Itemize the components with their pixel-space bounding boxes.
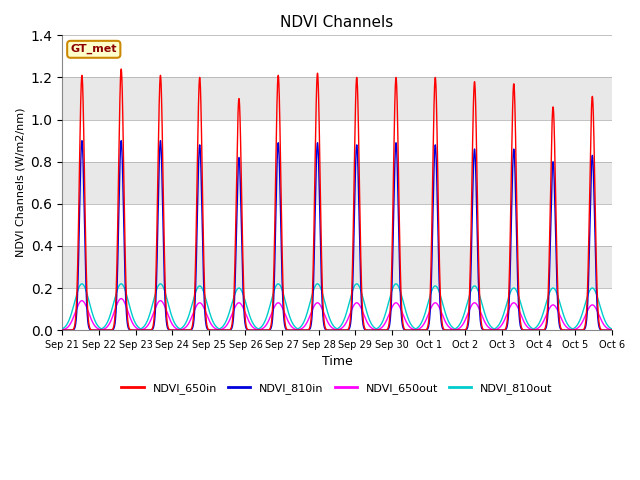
- NDVI_650out: [58, 327, 66, 333]
- NDVI_810in: [349, 273, 357, 278]
- NDVI_650out: [117, 296, 125, 301]
- NDVI_810in: [157, 138, 164, 144]
- NDVI_810in: [76, 200, 84, 206]
- NDVI_810out: [535, 321, 543, 327]
- NDVI_650out: [191, 308, 198, 313]
- NDVI_810out: [608, 326, 616, 332]
- Bar: [62, 162, 612, 204]
- NDVI_650in: [58, 327, 66, 333]
- NDVI_650out: [535, 325, 543, 331]
- Bar: [62, 246, 612, 288]
- NDVI_810out: [76, 283, 84, 288]
- NDVI_650in: [569, 327, 577, 333]
- NDVI_650in: [535, 327, 543, 333]
- Text: GT_met: GT_met: [70, 44, 117, 54]
- Bar: [62, 288, 612, 330]
- NDVI_650out: [76, 300, 84, 305]
- NDVI_810out: [191, 294, 198, 300]
- NDVI_650out: [349, 304, 357, 310]
- NDVI_810in: [118, 154, 126, 160]
- NDVI_810in: [191, 313, 198, 319]
- Line: NDVI_810out: NDVI_810out: [62, 284, 612, 329]
- NDVI_650out: [608, 327, 616, 333]
- Legend: NDVI_650in, NDVI_810in, NDVI_650out, NDVI_810out: NDVI_650in, NDVI_810in, NDVI_650out, NDV…: [117, 379, 557, 398]
- NDVI_810out: [58, 326, 66, 332]
- NDVI_650in: [179, 327, 187, 333]
- Line: NDVI_650in: NDVI_650in: [62, 69, 612, 330]
- NDVI_650in: [191, 300, 198, 306]
- NDVI_810out: [179, 324, 187, 330]
- Bar: [62, 77, 612, 120]
- NDVI_650in: [117, 66, 125, 72]
- Y-axis label: NDVI Channels (W/m2/nm): NDVI Channels (W/m2/nm): [15, 108, 25, 257]
- NDVI_650in: [118, 86, 126, 92]
- NDVI_810in: [608, 327, 616, 333]
- Line: NDVI_650out: NDVI_650out: [62, 299, 612, 330]
- NDVI_810in: [569, 327, 577, 333]
- NDVI_650out: [179, 326, 187, 332]
- Bar: [62, 36, 612, 77]
- Title: NDVI Channels: NDVI Channels: [280, 15, 394, 30]
- NDVI_650out: [118, 296, 126, 302]
- Bar: [62, 204, 612, 246]
- NDVI_810out: [118, 281, 126, 287]
- NDVI_650in: [349, 239, 357, 245]
- X-axis label: Time: Time: [322, 355, 353, 369]
- Line: NDVI_810in: NDVI_810in: [62, 141, 612, 330]
- NDVI_810in: [179, 327, 187, 333]
- NDVI_810out: [157, 281, 164, 287]
- NDVI_650in: [76, 147, 84, 153]
- NDVI_810in: [58, 327, 66, 333]
- NDVI_810in: [535, 327, 543, 333]
- NDVI_650in: [608, 327, 616, 333]
- Bar: [62, 120, 612, 162]
- NDVI_810out: [349, 287, 357, 292]
